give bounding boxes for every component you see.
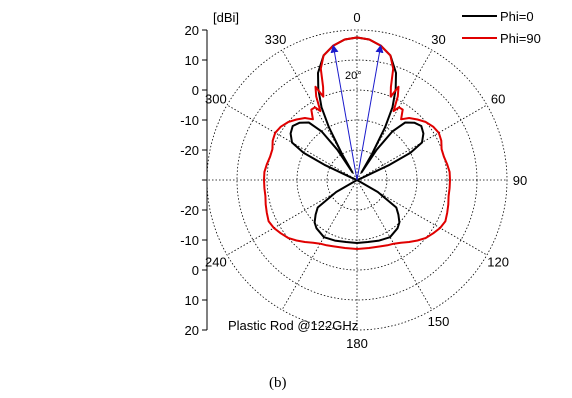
radial-tick-label: 20 bbox=[185, 23, 199, 38]
legend-label: Phi=0 bbox=[500, 9, 534, 24]
grid-circle bbox=[206, 29, 508, 331]
beamwidth-arrow bbox=[330, 44, 358, 181]
grid-spoke bbox=[356, 179, 433, 311]
radial-tick-label: -20 bbox=[180, 203, 199, 218]
beamwidth-arrows bbox=[330, 44, 384, 181]
radial-tick-label: 10 bbox=[185, 53, 199, 68]
grid-circle bbox=[326, 149, 388, 211]
radial-tick-label: 0 bbox=[192, 263, 199, 278]
angle-tick-labels: 0 30 60 90 120 150 180 240 300 330 bbox=[205, 10, 527, 351]
grid-spoke bbox=[281, 179, 358, 311]
radial-tick-label: 0 bbox=[192, 83, 199, 98]
radial-tick-label: -10 bbox=[180, 233, 199, 248]
radial-tick-label: 20 bbox=[185, 323, 199, 338]
angle-label-330: 330 bbox=[265, 32, 287, 47]
angle-label-180: 180 bbox=[346, 336, 368, 351]
angle-label-300: 300 bbox=[205, 92, 227, 107]
angle-label-60: 60 bbox=[491, 92, 505, 107]
beamwidth-arrow bbox=[356, 44, 384, 181]
radial-tick-label: -20 bbox=[180, 143, 199, 158]
pattern-curves bbox=[263, 36, 451, 250]
legend-label: Phi=90 bbox=[500, 31, 541, 46]
radial-axis: 20 -20 10 -10 0 0 -10 10 -20 20 bbox=[180, 23, 208, 338]
radial-unit-label: [dBi] bbox=[213, 10, 239, 25]
series-curve-phi-90 bbox=[263, 36, 451, 250]
angle-label-0: 0 bbox=[353, 10, 360, 25]
angle-label-240: 240 bbox=[205, 255, 227, 270]
grid-circle bbox=[266, 89, 448, 271]
angle-label-150: 150 bbox=[428, 314, 450, 329]
radial-tick-label: -10 bbox=[180, 113, 199, 128]
beamwidth-label: 20° bbox=[345, 70, 362, 82]
series-curve-phi-0 bbox=[289, 36, 425, 244]
angle-label-90: 90 bbox=[513, 173, 527, 188]
annotation-text: Plastic Rod @122GHz bbox=[228, 318, 358, 333]
angle-label-120: 120 bbox=[487, 255, 509, 270]
radial-tick-label: 10 bbox=[185, 293, 199, 308]
figure-caption: (b) bbox=[269, 375, 287, 391]
angle-label-30: 30 bbox=[431, 32, 445, 47]
legend: Phi=0 Phi=90 bbox=[462, 9, 541, 46]
